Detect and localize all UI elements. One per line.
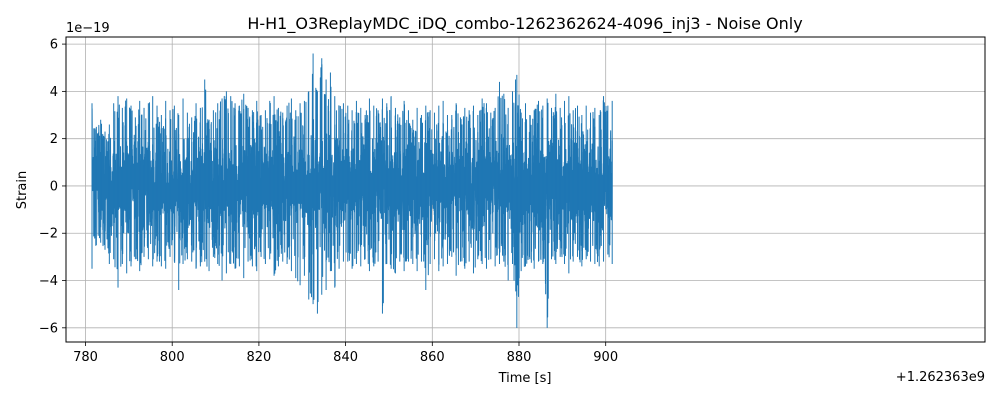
chart-title: H-H1_O3ReplayMDC_iDQ_combo-1262362624-40… (247, 14, 802, 34)
x-tick-label: 780 (73, 350, 98, 365)
x-axis-label: Time [s] (498, 371, 552, 386)
x-axis-ticks: 780 800 820 840 860 880 900 (73, 342, 618, 365)
y-axis-ticks: −6 −4 −2 0 2 4 6 (39, 38, 66, 336)
x-tick-label: 900 (593, 350, 618, 365)
x-tick-label: 800 (160, 350, 185, 365)
x-tick-label: 860 (420, 350, 445, 365)
y-tick-label: −6 (39, 321, 58, 336)
series-layer (91, 53, 613, 328)
x-tick-label: 820 (246, 350, 271, 365)
y-tick-label: 0 (50, 179, 58, 194)
x-tick-label: 840 (333, 350, 358, 365)
y-tick-label: 2 (50, 132, 58, 147)
y-tick-label: 4 (50, 85, 58, 100)
y-tick-label: −4 (39, 274, 58, 289)
plot-frame (65, 36, 986, 343)
y-axis-label: Strain (15, 171, 30, 210)
y-tick-label: 6 (50, 38, 58, 53)
plot-clip-group (91, 53, 613, 328)
y-tick-label: −2 (39, 227, 58, 242)
x-axis-offset-label: +1.262363e9 (896, 370, 985, 385)
y-axis-scale-label: 1e−19 (66, 21, 110, 36)
x-tick-label: 880 (507, 350, 532, 365)
